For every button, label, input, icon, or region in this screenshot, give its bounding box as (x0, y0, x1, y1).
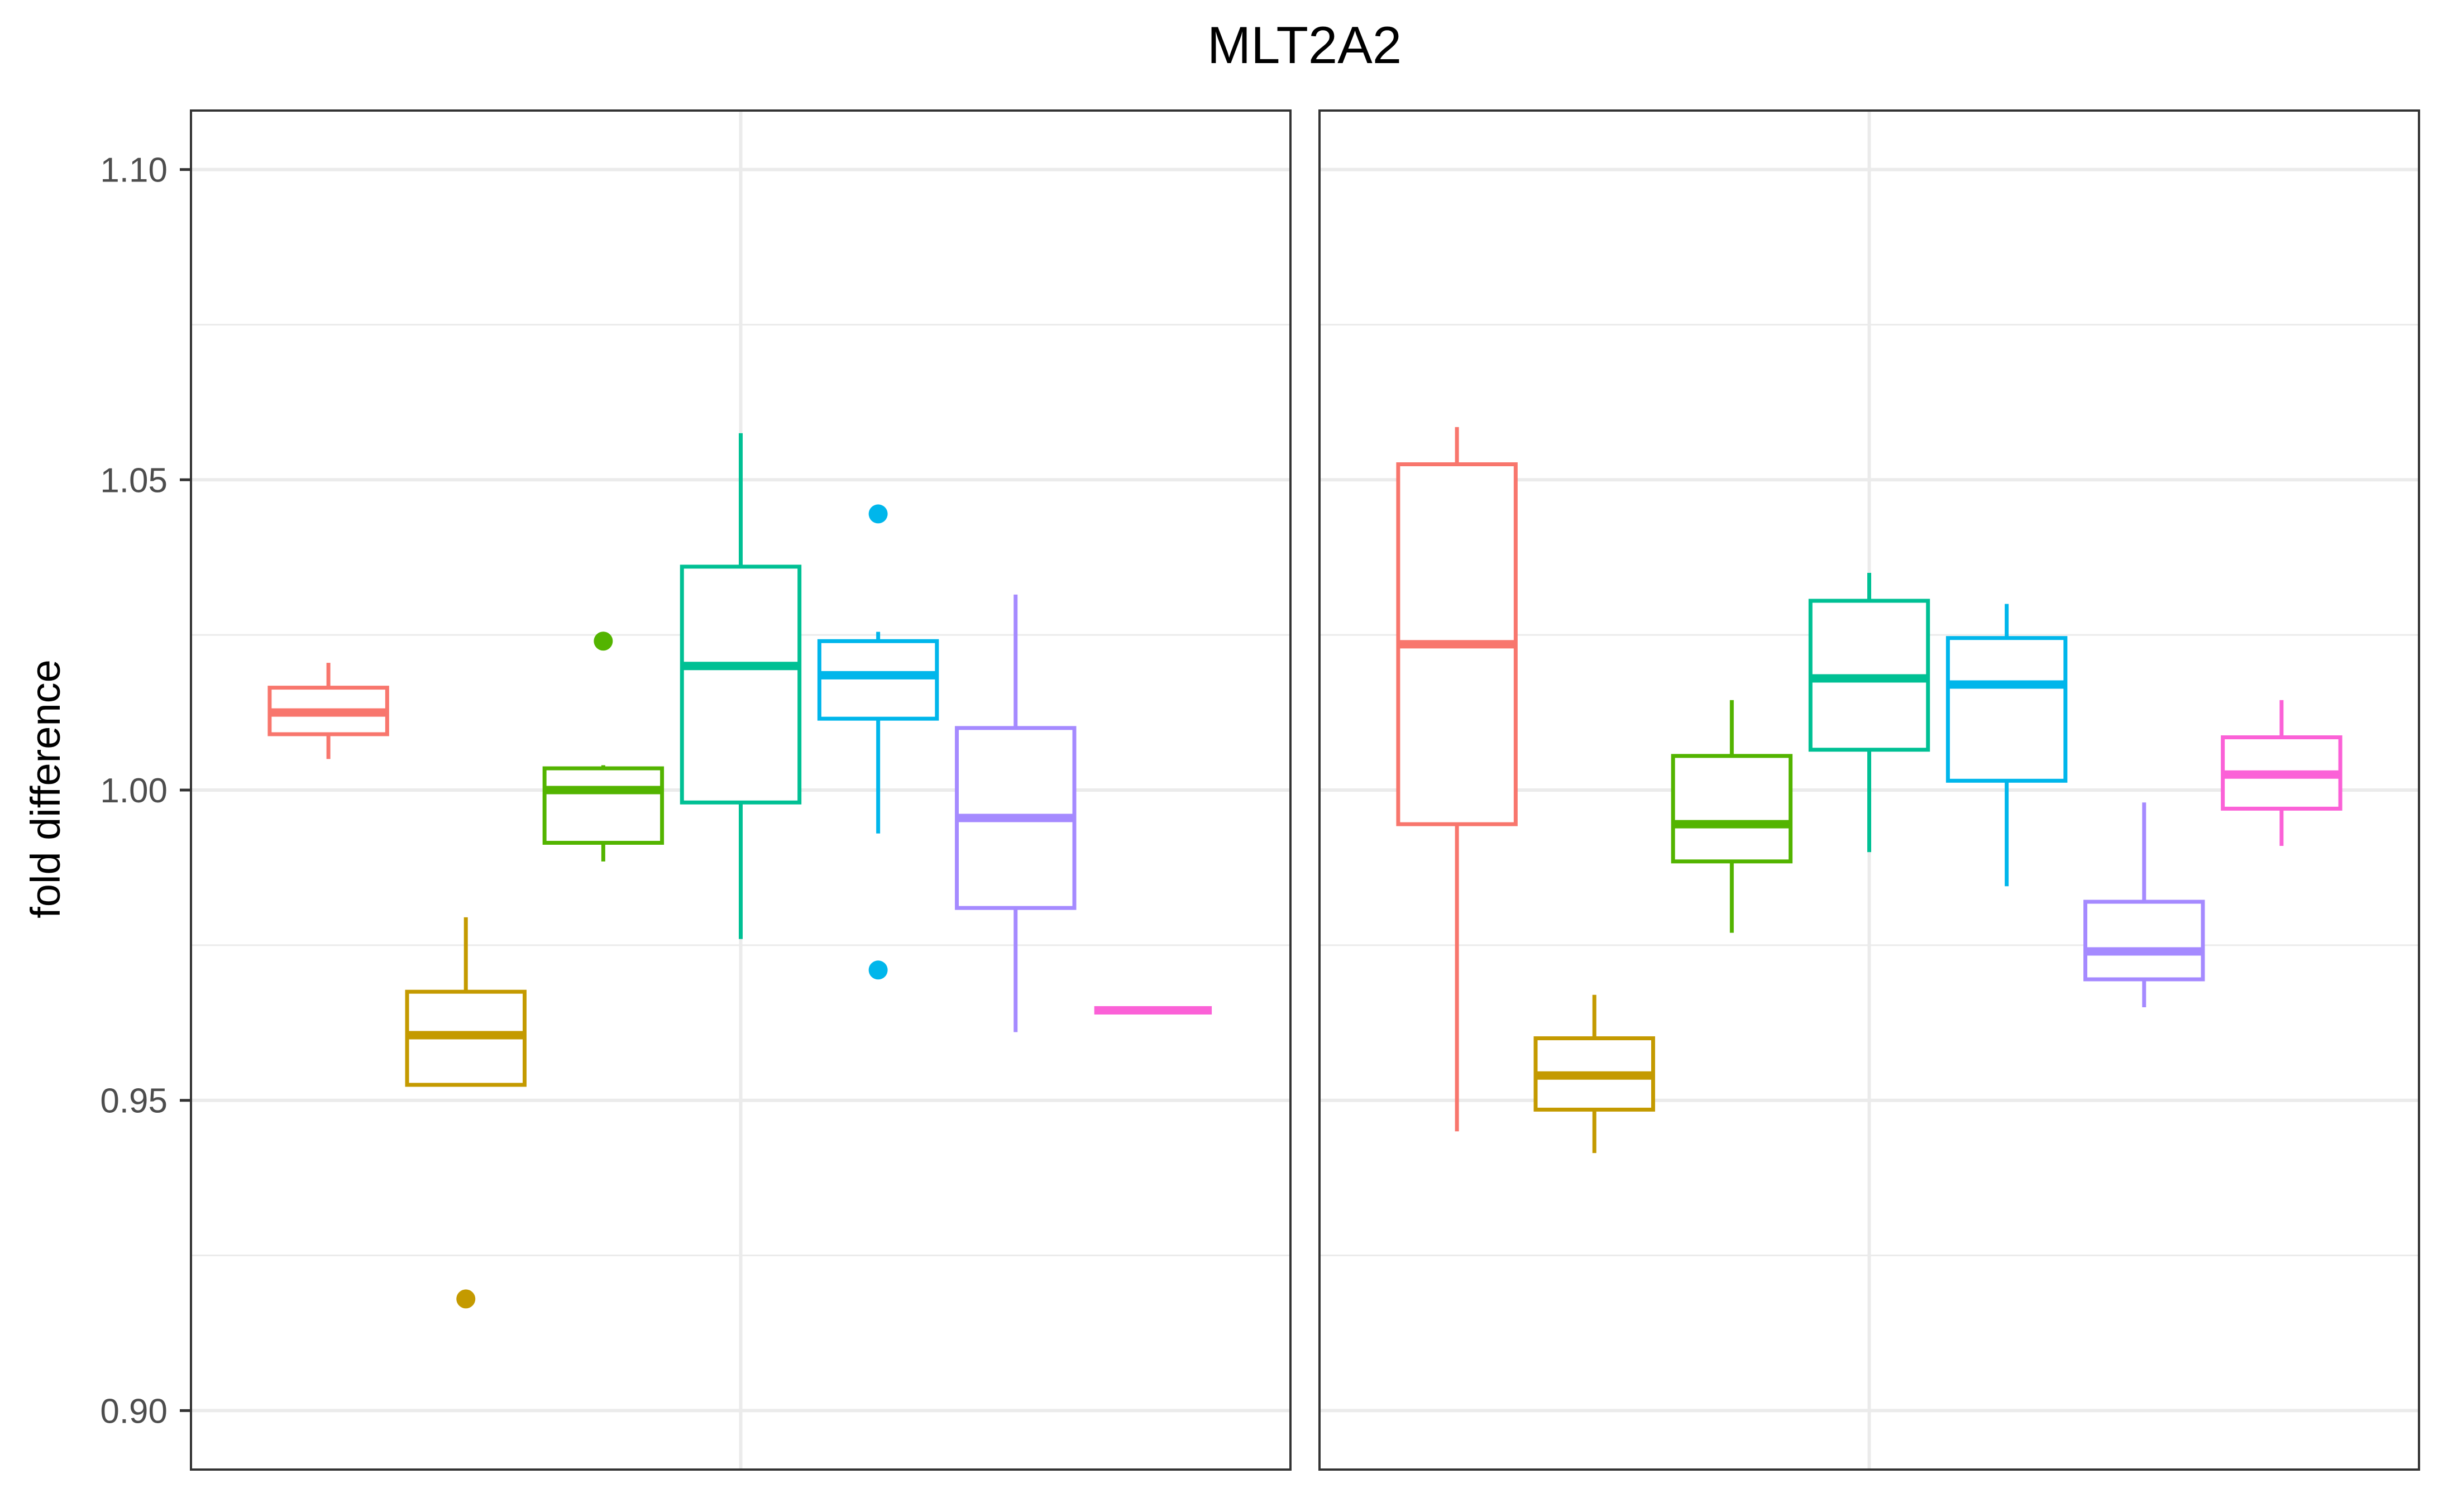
box-body (817, 639, 939, 721)
y-axis: 0.90 0.95 1.00 1.05 1.10 (100, 151, 191, 1430)
box-body (1671, 754, 1793, 864)
outlier-point (594, 631, 613, 651)
box-4 (680, 433, 802, 939)
box-1 (267, 663, 389, 759)
y-tick-label: 1.00 (100, 772, 168, 810)
y-tick-label: 1.10 (100, 151, 168, 190)
y-tick-label: 0.95 (100, 1082, 168, 1121)
outlier-point (868, 504, 888, 524)
box-5 (817, 504, 939, 980)
box-3 (1671, 700, 1793, 933)
box-2 (1533, 994, 1655, 1154)
y-axis-label: fold difference (22, 659, 69, 918)
box-6 (2083, 802, 2205, 1007)
panel-1 (190, 109, 1292, 1471)
box-body (542, 766, 664, 845)
box-7 (2221, 700, 2342, 846)
box-5 (1945, 604, 2068, 887)
panel-border (1318, 109, 2420, 1471)
panels (190, 109, 2420, 1471)
box-2 (405, 917, 527, 1309)
box-body (1945, 636, 2068, 783)
outlier-point (868, 960, 888, 980)
box-6 (955, 594, 1077, 1032)
box-4 (1808, 573, 1930, 853)
panel-2 (1318, 109, 2420, 1471)
y-tick-label: 1.05 (100, 461, 168, 500)
box-3 (542, 631, 664, 862)
box-body (2083, 899, 2205, 982)
y-tick-label: 0.90 (100, 1392, 168, 1430)
box-body (680, 564, 802, 805)
chart-title: MLT2A2 (1207, 16, 1402, 74)
box-1 (1396, 427, 1518, 1132)
outlier-point (456, 1289, 476, 1309)
